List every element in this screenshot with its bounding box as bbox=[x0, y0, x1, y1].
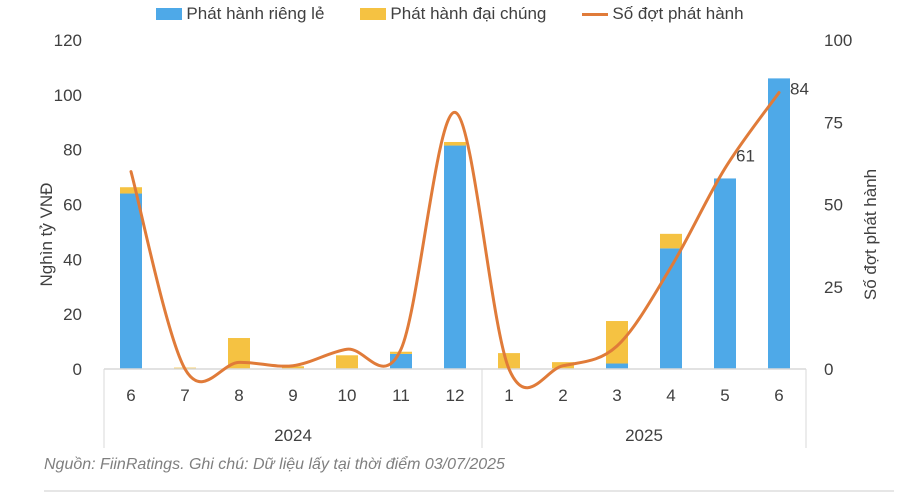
bar-private bbox=[714, 178, 736, 369]
y2-tick-label: 50 bbox=[824, 196, 843, 215]
y2-axis-title: Số đợt phát hành bbox=[861, 169, 880, 300]
legend-swatch-blue bbox=[156, 8, 183, 20]
bar-private bbox=[120, 193, 142, 369]
legend-item-public: Phát hành đại chúng bbox=[360, 4, 546, 24]
x-tick-label: 7 bbox=[180, 386, 189, 405]
x-tick-label: 6 bbox=[126, 386, 135, 405]
y-tick-label: 60 bbox=[63, 196, 82, 215]
x-tick-label: 9 bbox=[288, 386, 297, 405]
line-issuances bbox=[129, 91, 781, 390]
y-tick-label: 120 bbox=[54, 31, 82, 50]
y-tick-label: 0 bbox=[73, 360, 82, 379]
x-tick-label: 4 bbox=[666, 386, 675, 405]
y2-tick-label: 100 bbox=[824, 31, 852, 50]
bar-private bbox=[444, 145, 466, 369]
x-tick-label: 11 bbox=[392, 386, 410, 405]
x-tick-label: 3 bbox=[612, 386, 621, 405]
y-tick-label: 20 bbox=[63, 305, 82, 324]
x-tick-label: 6 bbox=[774, 386, 783, 405]
line-data-label: 84 bbox=[790, 80, 809, 99]
x-tick-label: 5 bbox=[720, 386, 729, 405]
y-axis-title: Nghìn tỷ VNĐ bbox=[37, 183, 56, 287]
x-tick-label: 10 bbox=[338, 386, 357, 405]
x-tick-label: 1 bbox=[504, 386, 513, 405]
y2-tick-label: 75 bbox=[824, 113, 843, 132]
legend-label: Số đợt phát hành bbox=[612, 4, 744, 23]
legend-line-orange bbox=[582, 12, 609, 16]
bar-private bbox=[768, 78, 790, 369]
legend-item-issuances: Số đợt phát hành bbox=[582, 4, 744, 24]
bar-public bbox=[120, 187, 142, 194]
legend-item-private: Phát hành riêng lẻ bbox=[156, 4, 324, 24]
legend-label: Phát hành riêng lẻ bbox=[186, 4, 325, 23]
x-group-label: 2025 bbox=[625, 426, 663, 445]
y-tick-label: 80 bbox=[63, 141, 82, 160]
x-tick-label: 2 bbox=[558, 386, 567, 405]
line-data-label: 61 bbox=[736, 146, 755, 165]
divider bbox=[44, 490, 894, 492]
bar-private bbox=[606, 363, 628, 369]
chart-legend: Phát hành riêng lẻ Phát hành đại chúng S… bbox=[0, 4, 900, 24]
y-tick-label: 40 bbox=[63, 250, 82, 269]
legend-label: Phát hành đại chúng bbox=[390, 4, 547, 23]
footnote: Nguồn: FiinRatings. Ghi chú: Dữ liệu lấy… bbox=[44, 456, 505, 473]
bar-public bbox=[444, 141, 466, 146]
bar-public bbox=[390, 351, 412, 354]
x-group-label: 2024 bbox=[274, 426, 312, 445]
bar-public bbox=[660, 233, 682, 249]
x-tick-label: 12 bbox=[446, 386, 465, 405]
x-tick-label: 8 bbox=[234, 386, 243, 405]
y2-tick-label: 25 bbox=[824, 278, 843, 297]
y2-tick-label: 0 bbox=[824, 360, 833, 379]
bar-public bbox=[282, 366, 304, 369]
y-tick-label: 100 bbox=[54, 86, 82, 105]
legend-swatch-yellow bbox=[360, 8, 387, 20]
bar-public bbox=[336, 355, 358, 369]
bar-public bbox=[606, 321, 628, 364]
